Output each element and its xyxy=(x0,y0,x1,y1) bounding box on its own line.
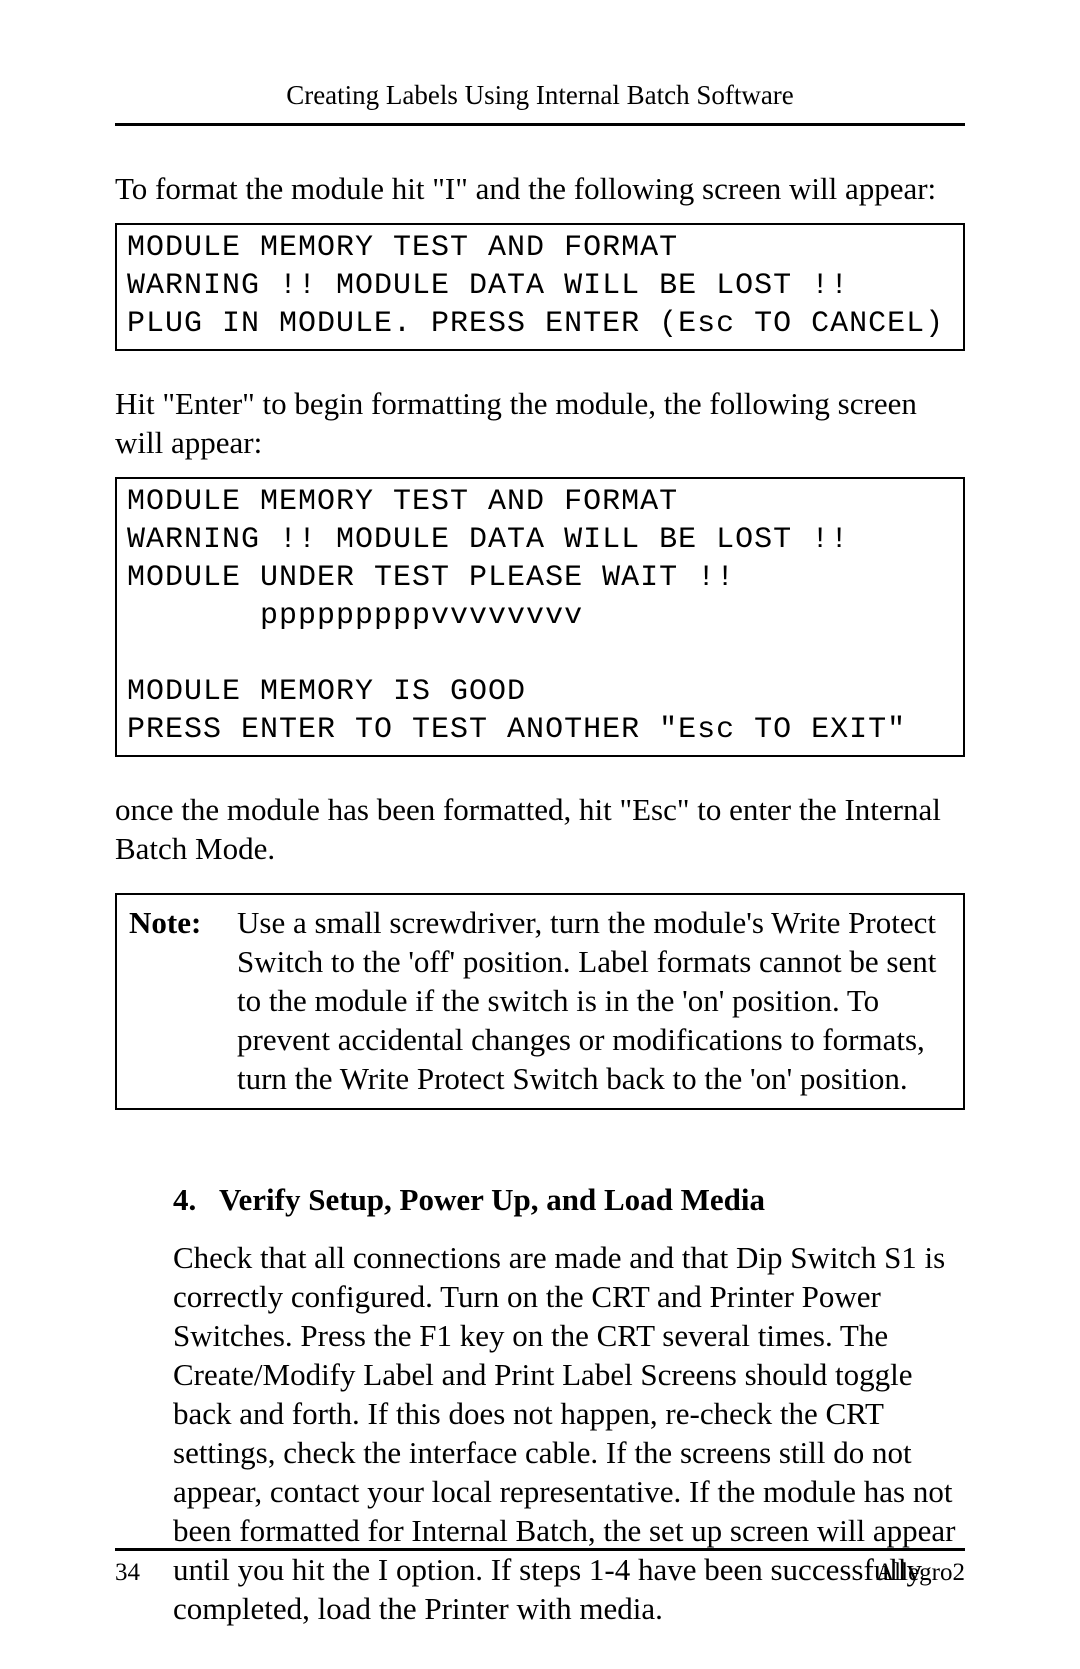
top-rule xyxy=(115,123,965,126)
page: Creating Labels Using Internal Batch Sof… xyxy=(0,0,1080,1669)
section-title: Verify Setup, Power Up, and Load Media xyxy=(219,1182,765,1218)
code-block-1: MODULE MEMORY TEST AND FORMAT WARNING !!… xyxy=(115,223,965,351)
page-number: 34 xyxy=(115,1559,140,1587)
note-box: Note: Use a small screwdriver, turn the … xyxy=(115,893,965,1110)
section-number: 4. xyxy=(173,1182,219,1218)
section-heading: 4. Verify Setup, Power Up, and Load Medi… xyxy=(173,1182,965,1218)
code-block-2: MODULE MEMORY TEST AND FORMAT WARNING !!… xyxy=(115,477,965,758)
doc-name: Allegro2 xyxy=(876,1559,965,1587)
note-text: Use a small screwdriver, turn the module… xyxy=(237,903,951,1098)
paragraph-intro-1: To format the module hit "I" and the fol… xyxy=(115,170,965,209)
paragraph-intro-2: Hit "Enter" to begin formatting the modu… xyxy=(115,385,965,463)
note-label: Note: xyxy=(129,903,237,1098)
bottom-rule xyxy=(115,1548,965,1551)
page-footer: 34 Allegro2 xyxy=(115,1548,965,1587)
running-head: Creating Labels Using Internal Batch Sof… xyxy=(115,80,965,123)
paragraph-after-code: once the module has been formatted, hit … xyxy=(115,791,965,869)
